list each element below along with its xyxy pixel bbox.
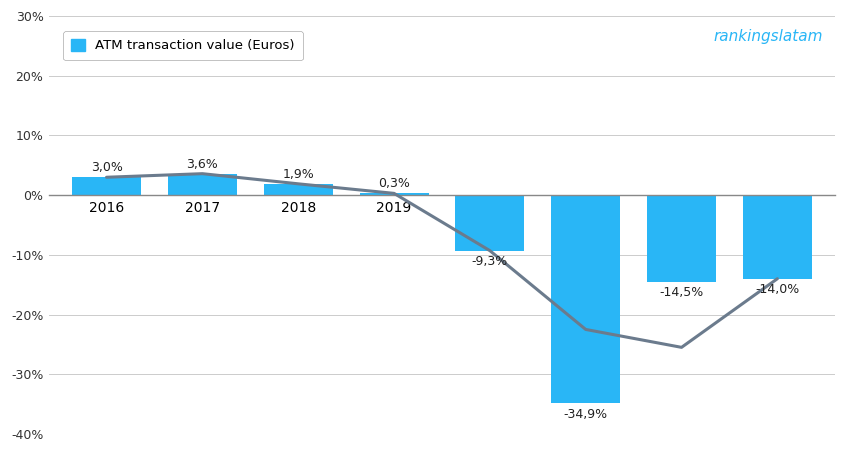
Bar (743, 195, 812, 279)
Bar (168, 173, 237, 195)
Bar (264, 184, 332, 195)
Text: -14,5%: -14,5% (659, 286, 704, 299)
Text: -34,9%: -34,9% (563, 408, 607, 421)
Bar (455, 195, 525, 251)
Legend: ATM transaction value (Euros): ATM transaction value (Euros) (63, 31, 303, 60)
Text: rankingslatam: rankingslatam (714, 29, 823, 43)
Bar (360, 193, 429, 195)
Text: 3,0%: 3,0% (91, 161, 123, 174)
Text: 0,3%: 0,3% (378, 178, 410, 190)
Text: 1,9%: 1,9% (283, 168, 314, 181)
Bar (552, 195, 620, 404)
Bar (647, 195, 716, 282)
Text: 3,6%: 3,6% (186, 158, 218, 171)
Text: -14,0%: -14,0% (755, 284, 799, 297)
Bar (72, 177, 141, 195)
Text: -9,3%: -9,3% (472, 255, 508, 269)
